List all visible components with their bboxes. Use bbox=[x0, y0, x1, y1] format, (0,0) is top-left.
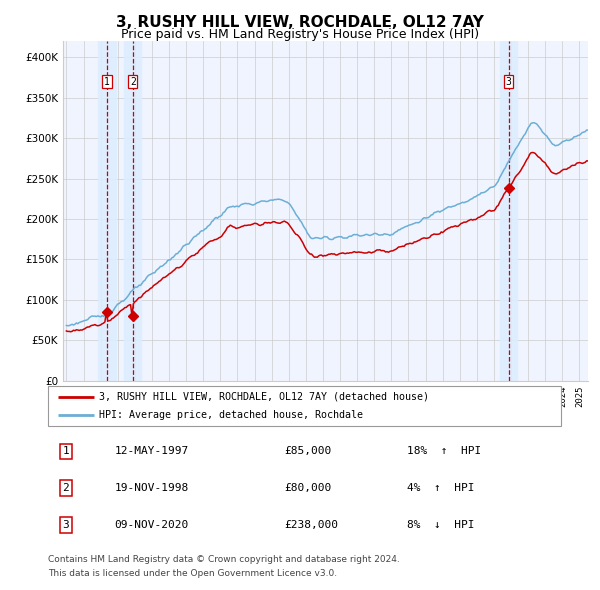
Text: 8%  ↓  HPI: 8% ↓ HPI bbox=[407, 520, 475, 530]
Text: 2: 2 bbox=[62, 483, 70, 493]
Text: This data is licensed under the Open Government Licence v3.0.: This data is licensed under the Open Gov… bbox=[48, 569, 337, 578]
Text: 1: 1 bbox=[62, 447, 70, 457]
Text: Price paid vs. HM Land Registry's House Price Index (HPI): Price paid vs. HM Land Registry's House … bbox=[121, 28, 479, 41]
Text: 3: 3 bbox=[506, 77, 512, 87]
Text: £80,000: £80,000 bbox=[284, 483, 331, 493]
Text: 2: 2 bbox=[130, 77, 136, 87]
Text: 3, RUSHY HILL VIEW, ROCHDALE, OL12 7AY: 3, RUSHY HILL VIEW, ROCHDALE, OL12 7AY bbox=[116, 15, 484, 30]
Text: 12-MAY-1997: 12-MAY-1997 bbox=[115, 447, 189, 457]
Text: 19-NOV-1998: 19-NOV-1998 bbox=[115, 483, 189, 493]
Text: 4%  ↑  HPI: 4% ↑ HPI bbox=[407, 483, 475, 493]
Bar bbox=[500, 41, 517, 381]
Bar bbox=[98, 41, 116, 381]
Text: Contains HM Land Registry data © Crown copyright and database right 2024.: Contains HM Land Registry data © Crown c… bbox=[48, 555, 400, 563]
FancyBboxPatch shape bbox=[48, 386, 561, 426]
Text: £85,000: £85,000 bbox=[284, 447, 331, 457]
Text: £238,000: £238,000 bbox=[284, 520, 338, 530]
Text: 09-NOV-2020: 09-NOV-2020 bbox=[115, 520, 189, 530]
Bar bbox=[124, 41, 142, 381]
Text: 3, RUSHY HILL VIEW, ROCHDALE, OL12 7AY (detached house): 3, RUSHY HILL VIEW, ROCHDALE, OL12 7AY (… bbox=[100, 392, 430, 402]
Text: 18%  ↑  HPI: 18% ↑ HPI bbox=[407, 447, 481, 457]
Text: 1: 1 bbox=[104, 77, 110, 87]
Text: 3: 3 bbox=[62, 520, 70, 530]
Text: HPI: Average price, detached house, Rochdale: HPI: Average price, detached house, Roch… bbox=[100, 410, 364, 420]
